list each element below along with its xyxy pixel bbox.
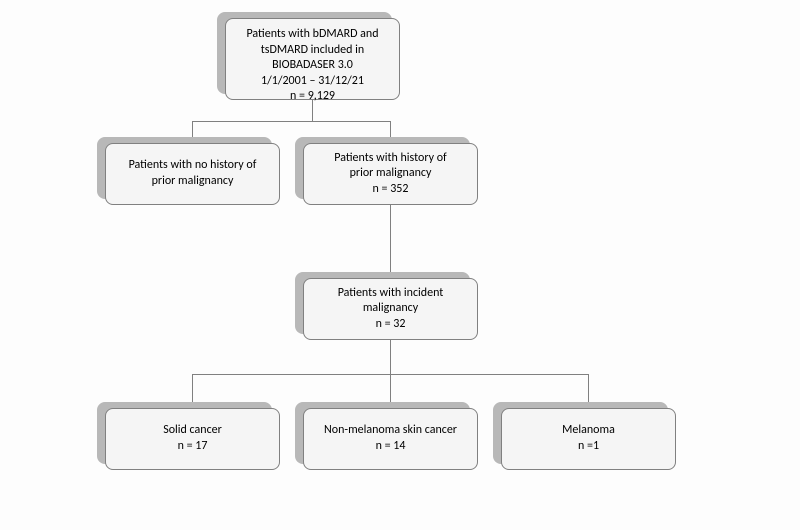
node-melanoma: Melanoma n =1 (501, 408, 676, 470)
node-text: 1/1/2001 – 31/12/21 (236, 74, 389, 90)
node-text: Patients with bDMARD and (236, 27, 389, 43)
node-text: prior malignancy (116, 174, 269, 190)
node-text: BIOBADASER 3.0 (236, 58, 389, 74)
node-text: n = 352 (314, 182, 467, 198)
node-text: Solid cancer (116, 423, 269, 439)
node-text: Non-melanoma skin cancer (314, 423, 467, 439)
node-text: n = 14 (314, 439, 467, 455)
node-text: Melanoma (512, 423, 665, 439)
node-text: n = 9,129 (236, 89, 389, 105)
node-text: n =1 (512, 439, 665, 455)
node-text: Patients with history of (314, 151, 467, 167)
node-no-history: Patients with no history of prior malign… (105, 143, 280, 205)
node-text: Patients with no history of (116, 158, 269, 174)
node-nmsc: Non-melanoma skin cancer n = 14 (303, 408, 478, 470)
node-text: malignancy (314, 301, 467, 317)
node-text: Patients with incident (314, 286, 467, 302)
node-text: tsDMARD included in (236, 43, 389, 59)
node-text: n = 32 (314, 317, 467, 333)
node-text: prior malignancy (314, 166, 467, 182)
node-solid: Solid cancer n = 17 (105, 408, 280, 470)
node-history: Patients with history of prior malignanc… (303, 143, 478, 205)
node-root: Patients with bDMARD and tsDMARD include… (225, 18, 400, 100)
node-incident: Patients with incident malignancy n = 32 (303, 278, 478, 340)
connector (192, 121, 391, 122)
node-text: n = 17 (116, 439, 269, 455)
connector (390, 205, 391, 278)
connector (390, 340, 391, 374)
